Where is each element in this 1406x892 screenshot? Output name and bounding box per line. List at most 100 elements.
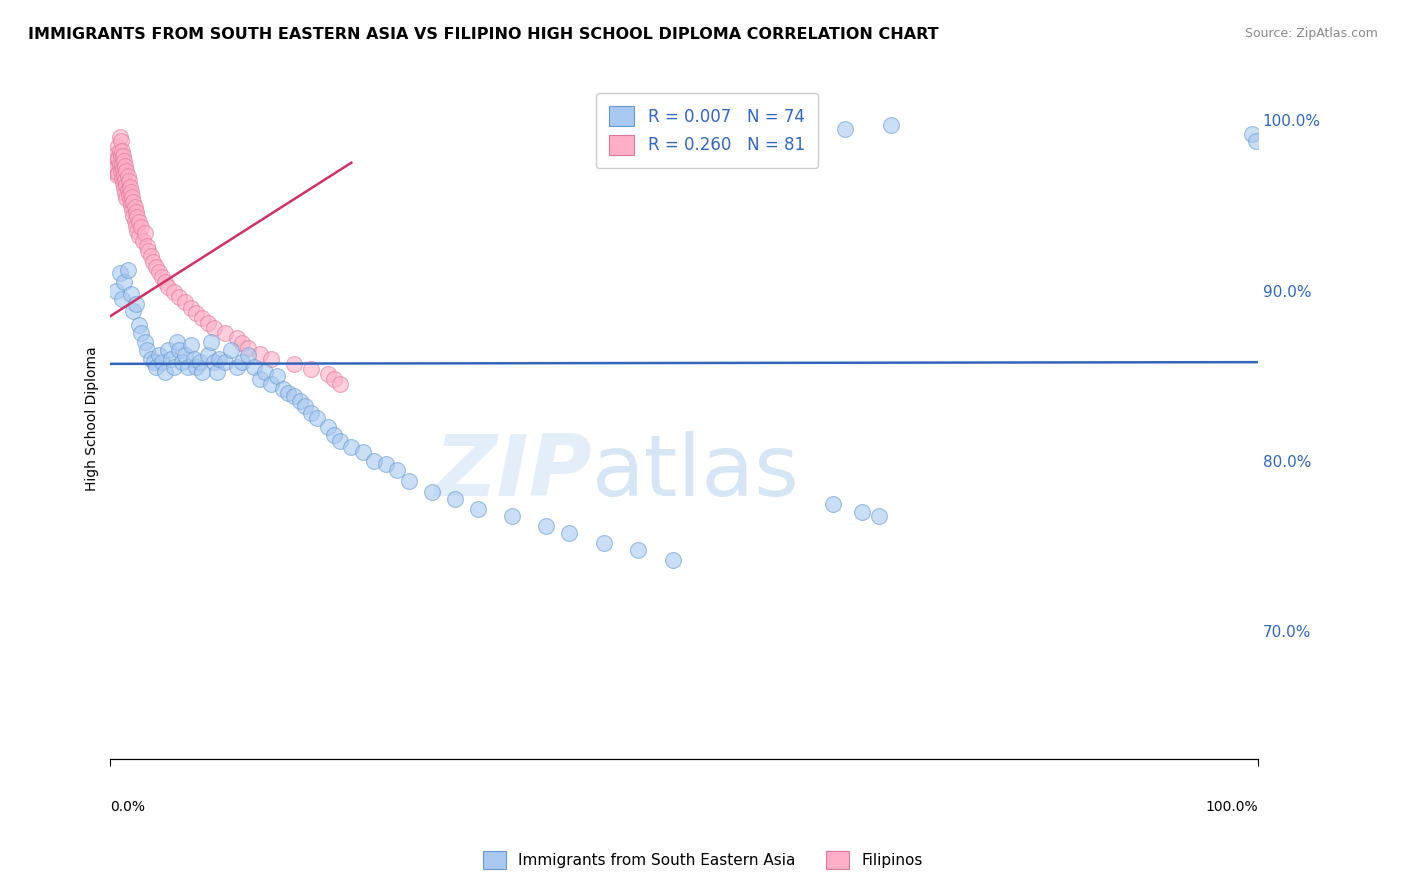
Point: [131, 220, 153, 235]
Point: [125, 211, 148, 225]
Point: [124, 219, 146, 233]
Point: [112, 162, 135, 177]
Legend: Immigrants from South Eastern Asia, Filipinos: Immigrants from South Eastern Asia, Fili…: [477, 845, 929, 875]
Point: [143, 355, 166, 369]
Point: [208, 351, 231, 366]
Point: [236, 348, 259, 362]
Point: [120, 185, 142, 199]
Point: [318, 367, 340, 381]
Point: [202, 321, 225, 335]
Point: [1241, 127, 1264, 141]
Point: [145, 260, 167, 274]
Point: [202, 355, 225, 369]
Point: [112, 176, 135, 190]
Point: [398, 475, 420, 489]
Point: [323, 428, 346, 442]
Point: [249, 346, 271, 360]
Point: [118, 193, 141, 207]
Point: [148, 348, 170, 362]
Point: [225, 331, 247, 345]
Point: [318, 420, 340, 434]
Point: [131, 234, 153, 248]
Point: [1244, 134, 1267, 148]
Point: [124, 297, 146, 311]
Point: [236, 342, 259, 356]
Point: [108, 157, 131, 171]
Point: [121, 190, 143, 204]
Point: [323, 372, 346, 386]
Point: [115, 192, 138, 206]
Point: [122, 304, 145, 318]
Point: [128, 215, 150, 229]
Point: [136, 239, 159, 253]
Point: [111, 157, 134, 171]
Text: ZIP: ZIP: [434, 432, 592, 515]
Point: [851, 505, 873, 519]
Point: [467, 501, 489, 516]
Point: [266, 368, 288, 383]
Point: [139, 351, 162, 366]
Point: [627, 542, 650, 557]
Point: [160, 351, 183, 366]
Point: [271, 383, 294, 397]
Point: [294, 400, 316, 414]
Text: IMMIGRANTS FROM SOUTH EASTERN ASIA VS FILIPINO HIGH SCHOOL DIPLOMA CORRELATION C: IMMIGRANTS FROM SOUTH EASTERN ASIA VS FI…: [28, 27, 939, 42]
Point: [134, 226, 156, 240]
Point: [174, 295, 197, 310]
Point: [120, 198, 142, 212]
Point: [254, 365, 277, 379]
Point: [180, 338, 202, 352]
Point: [374, 458, 396, 472]
Point: [122, 194, 145, 209]
Point: [387, 462, 409, 476]
Point: [142, 254, 165, 268]
Point: [879, 118, 901, 132]
Point: [191, 365, 214, 379]
Point: [107, 153, 129, 167]
Text: 0.0%: 0.0%: [111, 800, 145, 814]
Point: [104, 164, 127, 178]
Point: [148, 265, 170, 279]
Point: [108, 267, 131, 281]
Point: [305, 411, 328, 425]
Point: [125, 224, 148, 238]
Point: [114, 159, 136, 173]
Point: [122, 209, 145, 223]
Legend: R = 0.007   N = 74, R = 0.260   N = 81: R = 0.007 N = 74, R = 0.260 N = 81: [596, 93, 818, 169]
Point: [166, 334, 188, 349]
Point: [214, 326, 236, 340]
Point: [214, 355, 236, 369]
Point: [108, 130, 131, 145]
Point: [288, 394, 311, 409]
Point: [188, 355, 211, 369]
Point: [183, 351, 205, 366]
Point: [118, 179, 141, 194]
Point: [110, 164, 132, 178]
Point: [105, 284, 128, 298]
Point: [197, 316, 219, 330]
Point: [110, 134, 132, 148]
Point: [115, 164, 138, 178]
Point: [363, 454, 385, 468]
Point: [118, 174, 141, 188]
Point: [155, 275, 177, 289]
Point: [110, 149, 132, 163]
Point: [443, 491, 465, 506]
Point: [352, 445, 374, 459]
Point: [134, 334, 156, 349]
Point: [112, 275, 135, 289]
Point: [105, 168, 128, 182]
Point: [107, 138, 129, 153]
Point: [117, 183, 139, 197]
Point: [105, 147, 128, 161]
Point: [136, 244, 159, 259]
Point: [124, 213, 146, 227]
Point: [823, 497, 845, 511]
Point: [128, 229, 150, 244]
Point: [111, 144, 134, 158]
Point: [155, 365, 177, 379]
Point: [186, 306, 208, 320]
Point: [118, 188, 141, 202]
Text: atlas: atlas: [592, 432, 800, 515]
Point: [200, 334, 222, 349]
